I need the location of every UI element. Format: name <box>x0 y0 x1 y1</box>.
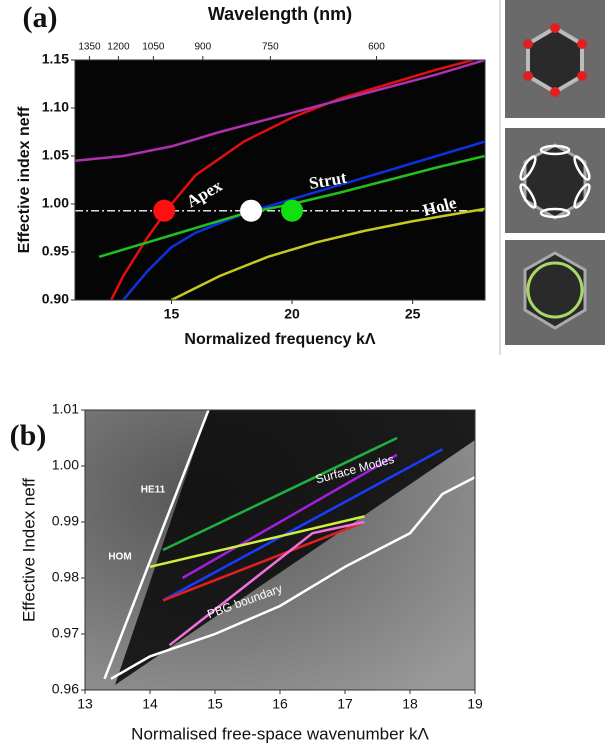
x-tick-label: 14 <box>142 696 158 712</box>
series-line <box>162 436 398 552</box>
y-tick-label: 0.95 <box>42 243 69 259</box>
panel-label: (b) <box>10 419 47 452</box>
y-tick-label: 0.90 <box>42 291 69 307</box>
marker <box>281 199 304 222</box>
x-tick-label: 15 <box>207 696 223 712</box>
plot-lines <box>103 410 475 680</box>
x-axis-title: Normalized frequency kΛ <box>184 331 376 348</box>
series-line <box>122 140 485 300</box>
x-tick-label: 25 <box>405 306 421 322</box>
x-tick-label: 18 <box>402 696 418 712</box>
series-line <box>162 448 444 602</box>
x-tick-label: 13 <box>77 696 93 712</box>
y-tick-label: 0.96 <box>52 681 79 697</box>
y-axis-title: Effective Index neff <box>19 478 38 622</box>
inset-hole <box>505 240 605 345</box>
y-tick-label: 1.10 <box>42 99 69 115</box>
x-tick-label: 15 <box>164 306 180 322</box>
x2-tick-label: 600 <box>368 42 385 53</box>
inset-strut <box>505 128 605 233</box>
series-line <box>103 410 210 680</box>
y-axis-title: Effective index neff <box>16 106 33 253</box>
x-axis-title: Normalised free-space wavenumber kΛ <box>131 724 429 743</box>
x-tick-label: 17 <box>337 696 353 712</box>
plot-frame <box>74 59 486 301</box>
y-tick-label: 0.97 <box>52 625 79 641</box>
series-line <box>110 60 474 300</box>
x2-tick-label: 900 <box>194 42 211 53</box>
y-tick-label: 1.05 <box>42 147 69 163</box>
x-tick-label: 16 <box>272 696 288 712</box>
y-tick-label: 1.15 <box>42 51 69 67</box>
y-tick-label: 1.00 <box>52 457 79 473</box>
x2-tick-label: 1050 <box>142 42 165 53</box>
y-tick-label: 0.98 <box>52 569 79 585</box>
x-tick-label: 19 <box>467 696 483 712</box>
series-line <box>75 60 485 163</box>
series-line <box>162 520 365 602</box>
series-line <box>181 453 398 580</box>
y-tick-label: 0.99 <box>52 513 79 529</box>
series-line <box>168 520 365 647</box>
y-tick-label: 1.00 <box>42 195 69 211</box>
x2-axis-title: Wavelength (nm) <box>208 4 352 24</box>
panel-label: (a) <box>23 1 58 34</box>
annotation: HE11 <box>141 485 166 496</box>
x-tick-label: 20 <box>284 306 300 322</box>
x2-tick-label: 1200 <box>107 42 130 53</box>
y-tick-label: 1.01 <box>52 401 79 417</box>
plot-background <box>75 60 485 300</box>
marker <box>153 199 176 222</box>
series-line <box>170 207 485 300</box>
series-line <box>110 476 475 680</box>
plot-lines <box>75 60 485 300</box>
marker <box>240 199 263 222</box>
annotation: HOM <box>108 552 131 563</box>
x2-tick-label: 750 <box>262 42 279 53</box>
x2-tick-label: 1350 <box>78 42 101 53</box>
series-line <box>149 515 365 569</box>
inset-apex <box>505 0 605 118</box>
